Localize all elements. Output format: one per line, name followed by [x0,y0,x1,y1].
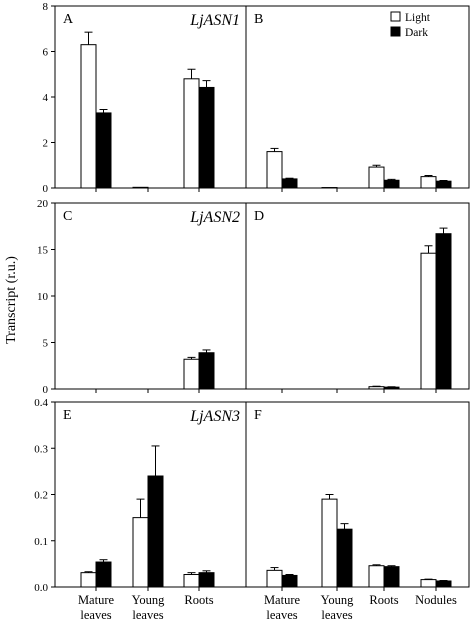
panel-c-gene: LjASN2 [189,209,240,226]
cat-label-left-roots: Roots [184,593,213,607]
y-axis-label: Transcript (r.u.) [4,256,19,344]
panel-f-bar-light-0 [266,569,283,588]
panel-f-bar-dark-2 [383,566,400,588]
panel-e-label: E [63,408,72,423]
panel-c-ytick-label-4: 20 [37,198,49,210]
panel-b: B [245,5,470,192]
panel-b-bar-dark-0 [281,178,298,189]
panel-e-ytick-label-0: 0.0 [34,582,48,594]
panel-d-bar-dark-2 [383,386,400,390]
panel-d-bar-dark-3 [435,233,452,390]
panel-d-frame [245,202,470,390]
panel-f-label: F [254,408,262,423]
panel-e-bar-light-0 [80,572,97,588]
cat-label-left-mature-2: leaves [80,608,111,622]
panel-a: 0 2 4 6 8 A LjASN1 [43,1,247,195]
panel-e-ytick-label-1: 0.1 [34,536,48,548]
panel-e-bar-dark-2 [198,572,215,588]
panel-a-ytick-label-1: 2 [43,138,49,150]
panel-d: D [245,202,470,393]
panel-c-bar-dark-2 [198,352,215,390]
panel-a-ytick-label-3: 6 [43,47,49,59]
panel-c-bar-light-2 [183,358,200,390]
panel-c-ytick-label-0: 0 [43,384,49,396]
legend: Light Dark [390,11,431,39]
panel-c-ytick-label-1: 5 [43,338,49,350]
panel-e-ytick-label-3: 0.3 [34,443,48,455]
panel-f-bar-dark-3 [435,580,452,588]
panel-f-bar-light-1 [321,498,338,588]
panel-b-bar-dark-2 [383,179,400,189]
panel-f-bar-light-3 [420,579,437,588]
panel-a-ytick-label-4: 8 [43,1,49,13]
legend-label-dark: Dark [405,27,428,39]
cat-label-left-young-2: leaves [132,608,163,622]
cat-label-right-mature-2: leaves [266,608,297,622]
panel-a-bar-dark-0 [95,112,112,189]
panel-a-ytick-label-2: 4 [43,92,49,104]
panel-c-ytick-label-2: 10 [37,291,49,303]
category-labels: Mature leaves Young leaves Roots Mature … [78,593,457,622]
panel-e-bar-light-2 [183,574,200,588]
panel-e-bar-dark-0 [95,561,112,588]
panel-a-bar-light-2 [183,78,200,189]
panel-d-bar-light-3 [420,252,437,390]
panel-b-bar-light-2 [368,166,385,189]
panel-e-bar-light-1 [132,517,149,588]
cat-label-left-mature-1: Mature [78,593,115,607]
panel-c-ytick-label-3: 15 [37,245,49,257]
panel-e-bar-dark-1 [147,475,164,588]
panel-d-bar-light-2 [368,386,385,390]
panel-a-bar-light-0 [80,44,97,189]
cat-label-right-nodules: Nodules [415,593,457,607]
panel-f-bar-dark-1 [336,528,353,588]
panel-d-label: D [254,209,264,224]
legend-label-light: Light [405,12,431,24]
panel-e-ytick-label-2: 0.2 [34,490,48,502]
panel-a-label: A [63,12,74,27]
legend-swatch-light [390,11,401,22]
panel-c-frame [54,202,247,390]
panel-b-bar-dark-3 [435,180,452,189]
legend-swatch-dark [390,26,401,37]
cat-label-right-mature-1: Mature [264,593,301,607]
panel-a-gene: LjASN1 [189,12,240,29]
panel-b-bar-light-3 [420,176,437,189]
panel-b-frame [245,5,470,189]
panel-e-gene: LjASN3 [189,408,240,425]
panel-a-ytick-label-0: 0 [43,183,49,195]
cat-label-right-roots: Roots [369,593,398,607]
cat-label-right-young-1: Young [321,593,355,607]
panel-c-label: C [63,209,72,224]
cat-label-right-young-2: leaves [321,608,352,622]
panel-a-bar-dark-2 [198,86,215,189]
panel-e-ytick-label-4: 0.4 [34,397,48,409]
panel-c: 0 5 10 15 20 C LjASN2 [37,198,247,396]
panel-b-label: B [254,12,263,27]
panel-f-frame [245,401,470,588]
panel-e: 0.0 0.1 0.2 0.3 0.4 E LjASN3 [34,397,247,594]
panel-f-bar-light-2 [368,565,385,588]
panel-f-bar-dark-0 [281,574,298,588]
panel-b-bar-light-0 [266,151,283,189]
panel-f: F [245,401,470,591]
panel-a-bar-light-1 [132,186,149,189]
cat-label-left-young-1: Young [132,593,166,607]
